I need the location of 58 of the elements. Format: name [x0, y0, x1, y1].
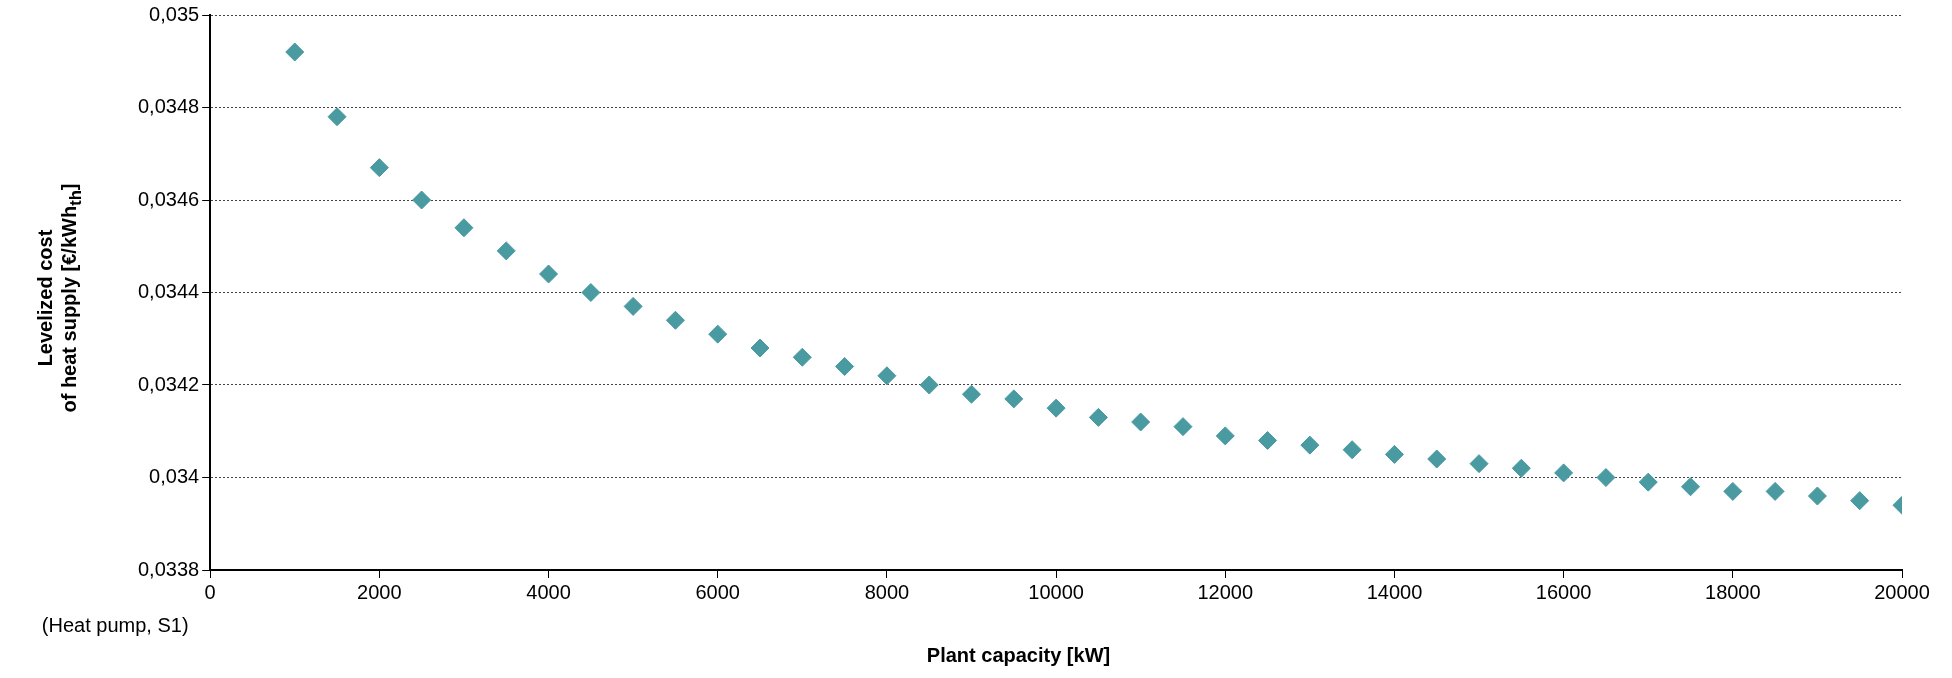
point: [1850, 491, 1870, 511]
x-tick-label: 12000: [1197, 580, 1254, 603]
x-tick-label: 18000: [1705, 580, 1761, 603]
y-tick-label: 0,034: [149, 465, 200, 488]
x-tick-label: 2000: [357, 580, 402, 603]
point: [1807, 486, 1827, 506]
point: [285, 42, 305, 62]
point: [708, 324, 728, 344]
point: [1554, 463, 1574, 483]
y-tick-label: 0,0344: [138, 280, 200, 303]
y-tick-label: 0,0348: [138, 95, 200, 118]
point: [1469, 454, 1489, 474]
point: [327, 107, 347, 127]
x-tick-label: 0: [204, 580, 216, 603]
point: [1384, 444, 1404, 464]
point: [412, 190, 432, 210]
point: [369, 158, 389, 178]
point: [1427, 449, 1447, 469]
y-tick-label: 0,0338: [138, 557, 200, 580]
point: [496, 241, 516, 261]
point: [665, 310, 685, 330]
point: [1765, 481, 1785, 501]
x-tick-label: 16000: [1535, 580, 1592, 603]
x-tick-label: 20000: [1874, 580, 1930, 603]
text: (Heat pump, S1): [41, 613, 189, 636]
point: [1596, 468, 1616, 487]
x-tick-label: 10000: [1028, 580, 1084, 603]
point: [1638, 472, 1658, 492]
point: [1723, 481, 1743, 501]
point: [1258, 431, 1278, 450]
point: [1004, 389, 1024, 409]
point: [919, 375, 939, 395]
y-tick-label: 0,0346: [138, 187, 200, 210]
point: [1342, 440, 1362, 460]
point: [1300, 435, 1320, 455]
point: [1088, 407, 1108, 427]
y-tick-label: 0,035: [149, 2, 200, 25]
x-axis-title: Plant capacity [kW]: [926, 643, 1111, 666]
x-tick-label: 4000: [526, 580, 571, 603]
y-tick-label: 0,0342: [138, 372, 200, 395]
point: [623, 296, 643, 316]
x-tick-label: 8000: [864, 580, 910, 603]
point: [835, 357, 855, 376]
point: [1131, 412, 1151, 432]
point: [539, 264, 559, 284]
point: [1681, 477, 1701, 497]
point: [1046, 398, 1066, 418]
point: [1215, 426, 1235, 446]
point: [962, 384, 981, 404]
point: [454, 218, 474, 238]
x-tick-label: 6000: [695, 580, 740, 603]
point: [581, 283, 601, 302]
x-tick-label: 14000: [1366, 580, 1423, 603]
point: [750, 338, 770, 358]
point: [877, 366, 897, 386]
point: [1511, 458, 1531, 478]
point: [792, 347, 812, 367]
point: [1173, 417, 1193, 437]
